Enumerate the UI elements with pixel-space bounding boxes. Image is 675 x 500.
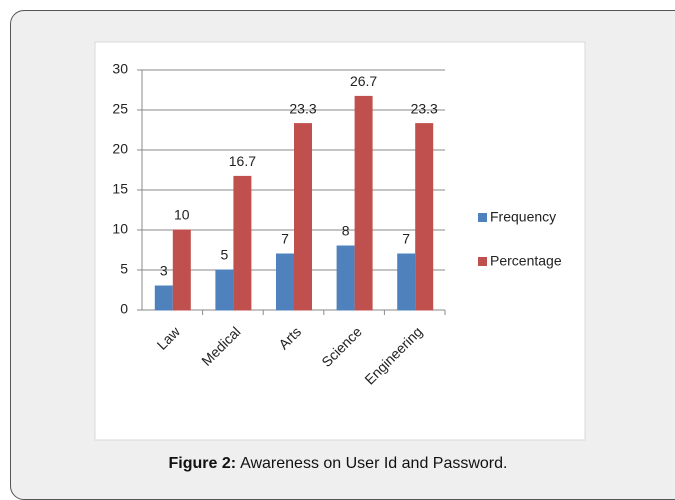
data-label: 3 <box>160 263 168 279</box>
legend-label: Percentage <box>490 253 562 269</box>
legend-swatch <box>478 213 487 222</box>
y-tick-label: 0 <box>120 301 128 317</box>
legend-swatch <box>478 257 487 266</box>
y-tick-label: 15 <box>112 181 128 197</box>
bar <box>336 245 355 311</box>
bar <box>215 269 234 311</box>
data-label: 23.3 <box>411 100 438 116</box>
bar <box>397 253 416 311</box>
y-tick-label: 10 <box>112 221 128 237</box>
data-label: 26.7 <box>350 73 377 89</box>
bar <box>354 95 373 311</box>
data-label: 16.7 <box>229 153 256 169</box>
chart-area <box>94 41 586 441</box>
data-label: 10 <box>174 207 190 223</box>
y-tick-label: 25 <box>112 101 128 117</box>
bar <box>233 175 252 311</box>
bar <box>154 285 173 311</box>
data-label: 5 <box>221 247 229 263</box>
y-tick-label: 30 <box>112 61 128 77</box>
caption-label: Figure 2: <box>169 455 237 472</box>
caption: Figure 2: Awareness on User Id and Passwo… <box>169 455 508 472</box>
chart: Figure 2: Awareness on User Id and Passwo… <box>94 41 586 472</box>
y-tick-label: 20 <box>112 141 128 157</box>
bar <box>276 253 294 311</box>
caption-text: Awareness on User Id and Password. <box>240 455 507 472</box>
data-label: 8 <box>342 223 350 239</box>
bar <box>172 229 191 311</box>
y-tick-label: 5 <box>120 261 128 277</box>
data-label: 7 <box>281 231 289 247</box>
data-label: 23.3 <box>289 100 316 116</box>
bar <box>415 123 434 311</box>
page: {"chart_data": {"type": "bar", "categori… <box>10 10 675 500</box>
bar <box>294 123 312 311</box>
legend-label: Frequency <box>490 209 556 225</box>
data-label: 7 <box>402 231 410 247</box>
